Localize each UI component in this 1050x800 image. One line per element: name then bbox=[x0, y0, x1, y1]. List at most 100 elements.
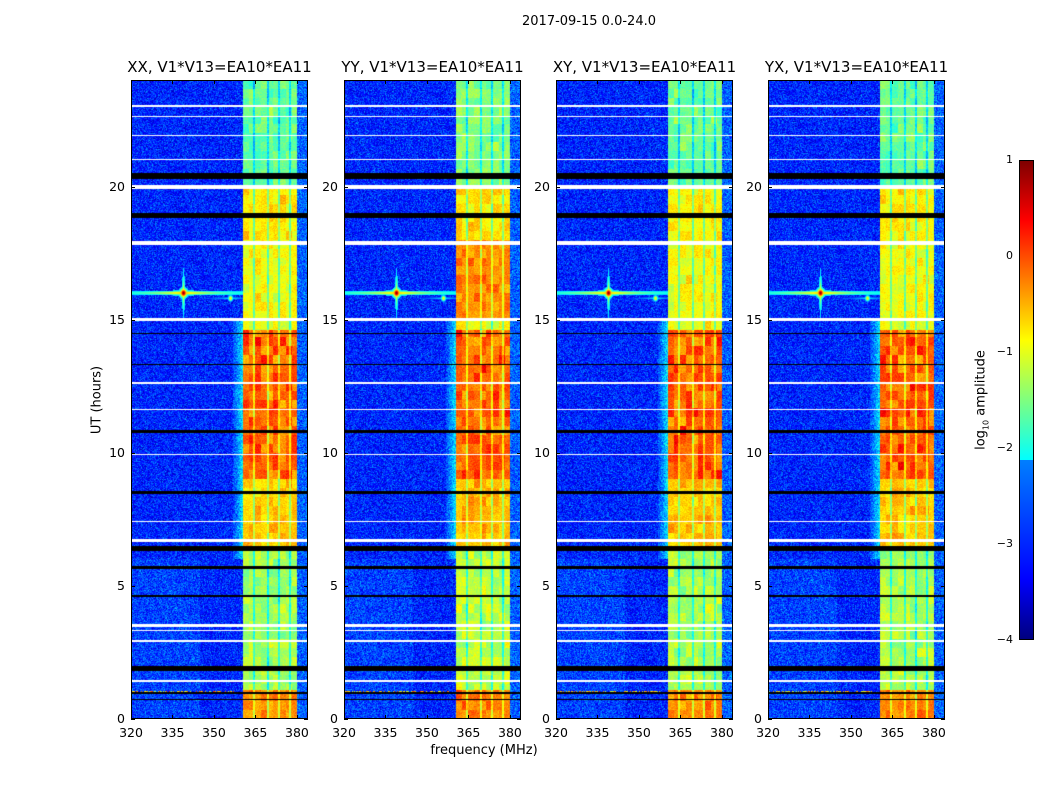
y-tick-mark bbox=[556, 585, 560, 587]
x-tick-mark bbox=[933, 80, 935, 84]
y-tick-label: 0 bbox=[542, 711, 550, 726]
y-tick-label: 20 bbox=[534, 178, 550, 194]
spectrogram-heatmap bbox=[556, 80, 733, 719]
x-tick-mark bbox=[768, 80, 769, 84]
x-tick-label: 335 bbox=[373, 725, 398, 740]
x-tick-mark bbox=[638, 80, 640, 84]
x-tick-mark bbox=[721, 715, 723, 719]
y-tick-label: 15 bbox=[534, 311, 550, 327]
x-tick-label: 350 bbox=[627, 725, 651, 740]
y-tick-mark bbox=[131, 452, 135, 454]
y-tick-mark bbox=[517, 319, 521, 321]
y-tick-mark bbox=[941, 585, 945, 587]
figure-title: 2017-09-15 0.0-24.0 bbox=[522, 14, 656, 29]
x-tick-label: 335 bbox=[585, 725, 610, 740]
y-tick-label: 15 bbox=[322, 311, 338, 327]
y-tick-label: 20 bbox=[746, 178, 762, 194]
x-tick-label: 380 bbox=[710, 725, 734, 740]
x-tick-label: 335 bbox=[797, 725, 822, 740]
y-tick-mark bbox=[729, 452, 733, 454]
spectrogram-panel-2: YY, V1*V13=EA10*EA11 320 335 350 365 380 0 5 10 1… bbox=[322, 58, 524, 740]
x-tick-mark bbox=[509, 715, 511, 719]
x-tick-label: 335 bbox=[160, 725, 185, 740]
panel-title: YY, V1*V13=EA10*EA11 bbox=[341, 58, 524, 76]
x-tick-mark bbox=[638, 715, 640, 719]
y-tick-mark bbox=[344, 319, 348, 321]
y-tick-mark bbox=[556, 186, 560, 188]
y-tick-mark bbox=[729, 186, 733, 188]
y-tick-mark bbox=[768, 719, 772, 720]
y-tick-mark bbox=[131, 585, 135, 587]
x-tick-label: 365 bbox=[243, 725, 268, 740]
colorbar-tick-label: 0 bbox=[1006, 249, 1013, 262]
y-tick-label: 10 bbox=[746, 444, 762, 460]
x-tick-mark bbox=[721, 80, 723, 84]
x-tick-mark bbox=[131, 715, 132, 719]
x-tick-mark bbox=[768, 715, 769, 719]
spectrogram-panel-3: XY, V1*V13=EA10*EA11 320 335 350 365 380 0 5 10 1… bbox=[534, 58, 736, 740]
y-tick-mark bbox=[517, 186, 521, 188]
y-tick-mark bbox=[304, 585, 308, 587]
x-tick-mark bbox=[556, 715, 557, 719]
x-tick-label: 350 bbox=[415, 725, 439, 740]
colorbar-tick-label: −4 bbox=[996, 633, 1013, 646]
y-tick-mark bbox=[941, 186, 945, 188]
colorbar-label: log10 amplitude bbox=[974, 350, 991, 450]
x-tick-label: 365 bbox=[456, 725, 481, 740]
x-tick-mark bbox=[255, 80, 257, 84]
y-tick-label: 0 bbox=[330, 711, 338, 726]
y-tick-mark bbox=[941, 452, 945, 454]
x-tick-label: 365 bbox=[880, 725, 905, 740]
x-tick-mark bbox=[426, 80, 428, 84]
x-tick-mark bbox=[385, 80, 387, 84]
spectrogram-panel-4: YX, V1*V13=EA10*EA11 320 335 350 365 380 0 5 10 1… bbox=[746, 58, 948, 740]
x-tick-mark bbox=[850, 80, 852, 84]
x-tick-mark bbox=[426, 715, 428, 719]
x-tick-mark bbox=[385, 715, 387, 719]
y-tick-mark bbox=[729, 585, 733, 587]
x-tick-label: 380 bbox=[922, 725, 946, 740]
x-tick-mark bbox=[344, 715, 345, 719]
y-tick-label: 0 bbox=[117, 711, 125, 726]
x-tick-mark bbox=[296, 715, 298, 719]
y-tick-mark bbox=[344, 719, 348, 720]
y-tick-label: 10 bbox=[109, 444, 125, 460]
y-tick-mark bbox=[768, 319, 772, 321]
y-tick-label: 0 bbox=[754, 711, 762, 726]
x-tick-label: 350 bbox=[839, 725, 863, 740]
spectrogram-heatmap bbox=[344, 80, 521, 719]
x-tick-mark bbox=[933, 715, 935, 719]
colorbar-label-suffix: amplitude bbox=[973, 350, 989, 420]
y-tick-label: 15 bbox=[746, 311, 762, 327]
colorbar-tick-label: −1 bbox=[996, 345, 1013, 358]
y-tick-mark bbox=[131, 319, 135, 321]
panel-title: YX, V1*V13=EA10*EA11 bbox=[764, 58, 949, 76]
x-tick-mark bbox=[296, 80, 298, 84]
x-tick-mark bbox=[850, 715, 852, 719]
colorbar-tick-label: −2 bbox=[996, 441, 1013, 454]
y-tick-mark bbox=[729, 319, 733, 321]
x-tick-mark bbox=[509, 80, 511, 84]
y-tick-mark bbox=[304, 452, 308, 454]
y-axis-label: UT (hours) bbox=[89, 365, 105, 435]
y-tick-mark bbox=[729, 719, 733, 720]
y-tick-label: 10 bbox=[322, 444, 338, 460]
x-tick-label: 350 bbox=[202, 725, 226, 740]
x-tick-mark bbox=[131, 80, 132, 84]
x-tick-label: 380 bbox=[498, 725, 522, 740]
y-tick-label: 5 bbox=[754, 577, 762, 593]
y-tick-mark bbox=[304, 319, 308, 321]
colorbar-label-sub: 10 bbox=[981, 419, 991, 431]
colorbar-tick-label: −3 bbox=[996, 537, 1013, 550]
y-tick-mark bbox=[131, 186, 135, 188]
y-tick-mark bbox=[344, 186, 348, 188]
x-tick-mark bbox=[213, 715, 215, 719]
x-tick-label: 320 bbox=[332, 725, 356, 740]
x-axis-label: frequency (MHz) bbox=[430, 743, 538, 758]
x-tick-mark bbox=[597, 80, 599, 84]
y-tick-label: 5 bbox=[117, 577, 125, 593]
y-tick-mark bbox=[556, 319, 560, 321]
spectrogram-heatmap bbox=[131, 80, 308, 719]
x-tick-mark bbox=[892, 715, 894, 719]
y-tick-label: 5 bbox=[542, 577, 550, 593]
